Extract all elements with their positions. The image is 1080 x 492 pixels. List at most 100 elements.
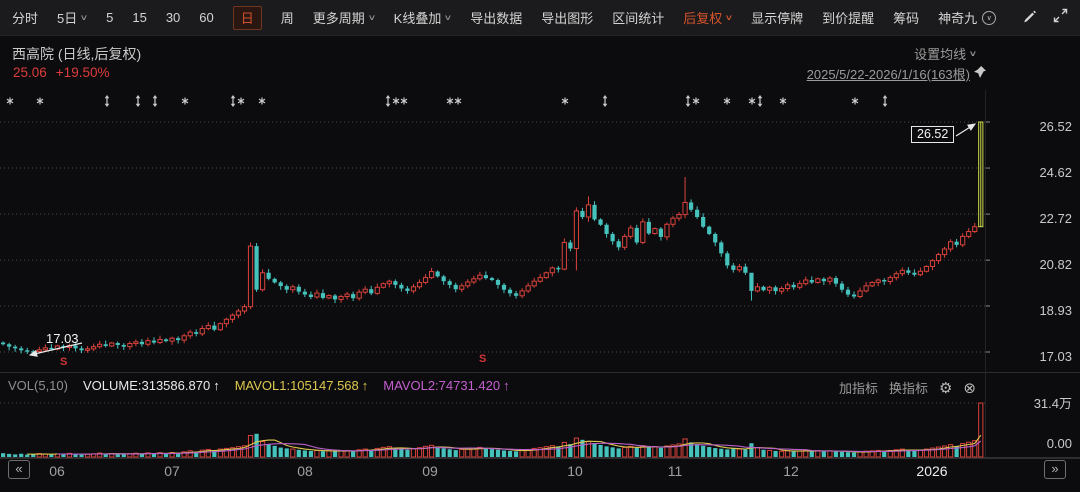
scroll-left-button[interactable]: « [8, 460, 30, 479]
volume-bar [266, 444, 271, 457]
volume-bar [272, 445, 277, 457]
candle [422, 277, 429, 283]
month-label-09: 09 [422, 463, 438, 479]
event-marker-ud-icon[interactable] [602, 95, 608, 107]
volume-bar [66, 452, 73, 458]
ma-settings-button[interactable]: 设置均线 ∨ [914, 44, 977, 63]
volume-bar [435, 447, 440, 457]
candle [791, 284, 796, 288]
candle [302, 291, 307, 295]
candle [362, 288, 368, 293]
kline-chart[interactable]: 26.52 24.62 22.72 20.82 18.93 17.03 [0, 88, 1080, 458]
event-marker-ud-icon[interactable] [385, 95, 391, 107]
toolbar-item-more-periods[interactable]: 更多周期 ∨ [312, 11, 377, 26]
event-marker-star-icon[interactable] [258, 97, 266, 105]
toolbar-icons [1022, 8, 1068, 28]
event-marker-ud-icon[interactable] [104, 95, 110, 107]
volume-bar [695, 444, 700, 457]
circle-chevron-icon[interactable]: ∨ [982, 10, 997, 25]
candle [260, 272, 266, 291]
toolbar-item-magic-nine[interactable]: 神奇九 ∨ [938, 8, 997, 27]
toolbar-item-period-week[interactable]: 周 [280, 11, 294, 26]
toolbar-item-period-15min[interactable]: 15 [132, 10, 147, 25]
toolbar-item-show-suspended[interactable]: 显示停牌 [751, 11, 804, 26]
toolbar-item-chips[interactable]: 筹码 [893, 11, 920, 26]
event-marker-star-icon[interactable] [723, 97, 731, 105]
toolbar-item-adjust-mode[interactable]: 后复权 ∨ [683, 11, 734, 26]
candle [610, 233, 615, 242]
event-marker-star-icon[interactable] [692, 97, 700, 105]
event-marker-ud-icon[interactable] [230, 95, 236, 107]
candle [954, 241, 959, 245]
event-marker-star-icon[interactable] [36, 97, 44, 105]
volume-bar [422, 445, 429, 458]
event-marker-ud-icon[interactable] [135, 95, 141, 107]
close-indicator-icon[interactable]: ⊗ [963, 379, 976, 397]
volume-bar [875, 449, 881, 458]
volume-bar [954, 446, 959, 457]
toolbar-item-kline-overlay[interactable]: K线叠加 ∨ [393, 11, 453, 26]
pin-icon[interactable] [973, 65, 987, 82]
volume-bar [308, 450, 313, 457]
candle [194, 332, 199, 334]
candle [187, 331, 193, 337]
toolbar-item-export-data[interactable]: 导出数据 [470, 11, 523, 26]
add-indicator-button[interactable]: 加指标 [838, 381, 878, 396]
event-marker-star-icon[interactable] [454, 97, 462, 105]
candle [314, 292, 320, 298]
volume-bar [543, 446, 549, 458]
month-label-2026: 2026 [916, 463, 948, 479]
event-marker-star-icon[interactable] [400, 97, 408, 105]
event-marker-ud-icon[interactable] [685, 95, 691, 107]
candle [380, 283, 386, 288]
volume-bar [935, 446, 942, 458]
event-marker-star-icon[interactable] [561, 97, 569, 105]
toolbar-item-period-30min[interactable]: 30 [165, 10, 181, 25]
event-marker-ud-icon[interactable] [757, 95, 763, 107]
dividend-event-badge[interactable]: S [479, 353, 487, 365]
event-marker-star-icon[interactable] [392, 97, 400, 105]
volume-bar [441, 448, 446, 457]
volume-bar [839, 451, 845, 457]
event-marker-star-icon[interactable] [851, 97, 859, 105]
candle [127, 343, 133, 348]
volume-bar [851, 452, 857, 457]
volume-axis-max: 31.4万 [1033, 396, 1072, 411]
month-label-06: 06 [49, 463, 65, 479]
dividend-event-badge[interactable]: S [60, 356, 68, 368]
volume-bar [73, 454, 78, 457]
volume-bar [187, 450, 193, 458]
candle [374, 286, 380, 294]
volume-bar [169, 452, 175, 458]
last-price: 25.06 [13, 65, 47, 80]
fullscreen-icon[interactable] [1053, 8, 1068, 28]
brush-icon[interactable] [1022, 8, 1037, 28]
event-marker-star-icon[interactable] [237, 97, 245, 105]
event-marker-star-icon[interactable] [446, 97, 454, 105]
toolbar-item-export-image[interactable]: 导出图形 [541, 11, 594, 26]
volume-bar [235, 446, 242, 458]
volume-bar [761, 449, 766, 457]
toolbar-item-period-60min[interactable]: 60 [199, 10, 214, 25]
date-range[interactable]: 2025/5/22-2026/1/16(163根) [807, 64, 987, 83]
volume-bar [296, 449, 301, 457]
toolbar-item-price-alert[interactable]: 到价提醒 [822, 11, 875, 26]
event-marker-ud-icon[interactable] [152, 95, 158, 107]
toolbar-item-period-day[interactable]: 日 [232, 5, 262, 30]
candle [241, 306, 248, 312]
chart-title: 西高院 (日线,后复权) [12, 46, 142, 62]
event-marker-star-icon[interactable] [779, 97, 787, 105]
toolbar-item-range-statistics[interactable]: 区间统计 [612, 11, 665, 26]
switch-indicator-button[interactable]: 换指标 [888, 381, 928, 396]
toolbar-item-period-timeshare[interactable]: 分时 [12, 11, 39, 26]
candle [917, 270, 924, 276]
event-marker-star-icon[interactable] [6, 97, 14, 105]
gear-icon[interactable]: ⚙ [938, 379, 953, 397]
toolbar-item-period-5day[interactable]: 5日 ∨ [57, 11, 89, 26]
event-marker-star-icon[interactable] [181, 97, 189, 105]
toolbar-item-period-5min[interactable]: 5 [106, 10, 114, 25]
scroll-right-button[interactable]: » [1044, 460, 1066, 479]
candle [531, 280, 537, 287]
event-marker-ud-icon[interactable] [882, 95, 888, 107]
event-marker-star-icon[interactable] [748, 97, 756, 105]
